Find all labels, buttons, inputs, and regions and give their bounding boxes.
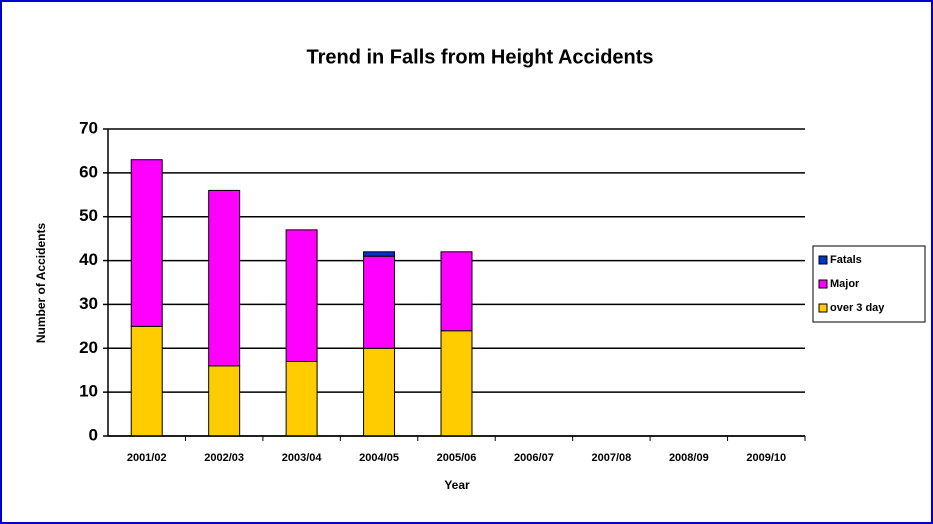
bar-segment [208, 365, 241, 437]
x-tick-label: 2003/04 [282, 452, 323, 464]
bar-segment [440, 330, 473, 437]
bar-segment [130, 159, 163, 327]
y-tick-label: 50 [79, 206, 98, 225]
legend-swatch [818, 279, 828, 289]
chart-title: Trend in Falls from Height Accidents [306, 46, 653, 68]
x-axis-label: Year [444, 478, 470, 492]
legend-label: Fatals [830, 254, 862, 266]
x-tick-label: 2001/02 [127, 452, 167, 464]
legend-label: Major [830, 278, 860, 290]
bar-segment [208, 189, 241, 367]
legend-swatch [818, 303, 828, 313]
legend-label: over 3 day [830, 302, 885, 314]
x-tick-label: 2006/07 [514, 452, 554, 464]
y-axis-label: Number of Accidents [34, 223, 48, 344]
legend [812, 245, 926, 323]
x-tick-label: 2008/09 [669, 452, 709, 464]
y-tick-label: 10 [79, 382, 98, 401]
y-tick-label: 40 [79, 250, 98, 269]
bar-segment [285, 229, 318, 362]
bar-segment [285, 360, 318, 437]
y-tick-label: 60 [79, 162, 98, 181]
bar-segment [363, 251, 396, 257]
legend-swatch [818, 255, 828, 265]
y-tick-label: 20 [79, 338, 98, 357]
x-tick-label: 2007/08 [592, 452, 632, 464]
x-tick-label: 2004/05 [359, 452, 399, 464]
y-tick-label: 70 [79, 118, 98, 137]
y-tick-label: 0 [89, 425, 98, 444]
bar-segment [440, 251, 473, 332]
x-tick-label: 2009/10 [746, 452, 786, 464]
x-tick-label: 2005/06 [437, 452, 477, 464]
x-tick-label: 2002/03 [204, 452, 244, 464]
bar-segment [363, 255, 396, 349]
bar-segment [363, 347, 396, 437]
bar-segment [130, 325, 163, 437]
y-tick-label: 30 [79, 294, 98, 313]
